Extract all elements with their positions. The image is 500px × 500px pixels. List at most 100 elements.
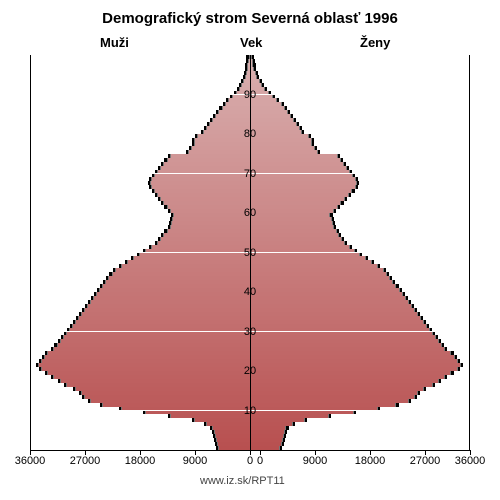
bar-male: [41, 367, 250, 371]
x-tick-label: 9000: [303, 455, 327, 467]
bar-female: [250, 114, 291, 118]
bar-male: [218, 110, 250, 114]
bar-female: [250, 359, 458, 363]
bar-female: [250, 221, 333, 225]
bar-female: [250, 181, 357, 185]
bar-female: [250, 237, 342, 241]
y-tick-label: 30: [240, 326, 260, 338]
bar-female: [250, 102, 282, 106]
bar-female: [250, 367, 458, 371]
bar-male: [93, 296, 250, 300]
bar-female: [250, 438, 283, 442]
bar-male: [115, 268, 250, 272]
bar-male: [150, 181, 250, 185]
bar-male: [75, 320, 250, 324]
bar-male: [96, 292, 250, 296]
label-female: Ženy: [360, 35, 390, 50]
bar-male: [170, 154, 250, 158]
bar-female: [250, 177, 356, 181]
bar-male: [63, 335, 250, 339]
bar-female: [250, 332, 433, 336]
bar-male: [241, 83, 250, 87]
bar-male: [102, 284, 250, 288]
bar-male: [154, 189, 250, 193]
bar-female: [250, 249, 355, 253]
bar-male: [215, 114, 250, 118]
bar-female: [250, 304, 412, 308]
bar-male: [151, 177, 250, 181]
y-tick-label: 90: [240, 89, 260, 101]
bar-male: [75, 387, 250, 391]
bar-male: [209, 122, 250, 126]
bar-female: [250, 264, 378, 268]
bar-male: [160, 197, 250, 201]
bar-female: [250, 324, 427, 328]
bar-male: [215, 434, 250, 438]
bar-male: [170, 414, 250, 418]
bar-female: [250, 414, 329, 418]
bar-female: [250, 150, 318, 154]
y-tick-label: 50: [240, 247, 260, 259]
y-tick-label: 60: [240, 207, 260, 219]
x-tick-label: 27000: [70, 455, 101, 467]
label-male: Muži: [100, 35, 129, 50]
bar-male: [167, 158, 251, 162]
bar-male: [157, 241, 250, 245]
bar-female: [250, 260, 372, 264]
bar-male: [69, 328, 250, 332]
bar-male: [172, 217, 250, 221]
bar-female: [250, 241, 345, 245]
bar-female: [250, 174, 353, 178]
bar-male: [108, 276, 250, 280]
bar-male: [57, 343, 251, 347]
bar-female: [250, 347, 445, 351]
bar-female: [250, 399, 409, 403]
bar-male: [90, 300, 250, 304]
bar-female: [250, 391, 418, 395]
bar-male: [194, 418, 250, 422]
bar-female: [250, 280, 393, 284]
bar-female: [250, 411, 354, 415]
bar-male: [90, 399, 250, 403]
right-axis: [469, 55, 470, 450]
bar-male: [173, 213, 250, 217]
bar-male: [87, 304, 250, 308]
bar-female: [250, 407, 378, 411]
x-tick-label: 18000: [125, 455, 156, 467]
bar-female: [250, 256, 366, 260]
bar-female: [250, 146, 315, 150]
bar-female: [250, 446, 280, 450]
x-tick-label: 27000: [410, 455, 441, 467]
left-axis: [30, 55, 31, 450]
bar-male: [163, 201, 250, 205]
bar-female: [250, 288, 400, 292]
bar-female: [250, 284, 396, 288]
x-tick-label: 0: [257, 455, 263, 467]
bar-female: [250, 79, 260, 83]
bar-female: [250, 213, 330, 217]
bar-male: [212, 118, 250, 122]
bar-female: [250, 118, 294, 122]
bar-female: [250, 422, 293, 426]
y-tick-label: 20: [240, 365, 260, 377]
bar-female: [250, 343, 442, 347]
bar-male: [217, 442, 250, 446]
bar-female: [250, 209, 334, 213]
bar-female: [250, 403, 396, 407]
bar-female: [250, 193, 349, 197]
bar-female: [250, 225, 334, 229]
y-tick-label: 70: [240, 168, 260, 180]
bar-female: [250, 110, 288, 114]
bar-male: [170, 225, 250, 229]
bar-female: [250, 320, 424, 324]
bar-female: [250, 363, 461, 367]
bar-female: [250, 351, 451, 355]
y-tick-label: 80: [240, 128, 260, 140]
bar-female: [250, 253, 360, 257]
bar-female: [250, 339, 439, 343]
bar-male: [151, 185, 250, 189]
x-tick-label: 36000: [15, 455, 46, 467]
x-tick-label: 36000: [455, 455, 486, 467]
bar-female: [250, 245, 350, 249]
bar-male: [78, 316, 250, 320]
